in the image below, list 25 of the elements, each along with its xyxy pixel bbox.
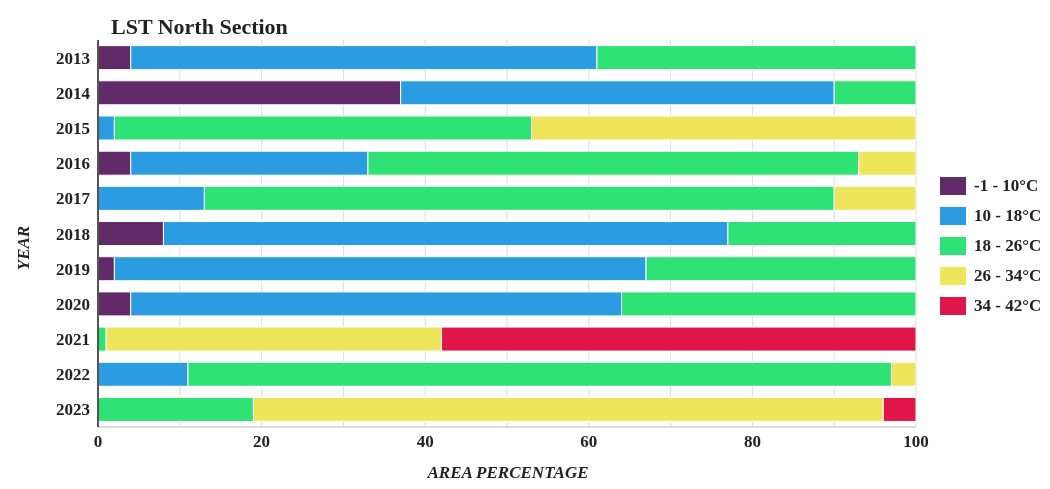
legend-label: 26 - 34°C [974,266,1042,286]
y-tick-label: 2015 [56,118,90,138]
y-tick-label: 2014 [56,83,91,103]
y-tick-label: 2017 [56,189,91,209]
legend-label: 18 - 26°C [974,236,1042,256]
x-tick-label: 20 [253,432,271,452]
x-tick-label: 40 [416,432,434,452]
x-tick-label: 60 [580,432,598,452]
x-tick-label: 0 [93,432,103,452]
legend-label: 10 - 18°C [974,206,1042,226]
legend-label: 34 - 42°C [974,296,1042,316]
x-tick-label: 80 [743,432,761,452]
y-axis-title: YEAR [14,225,34,271]
chart-title: LST North Section [111,14,288,40]
x-tick-label: 100 [903,432,929,452]
legend-label: -1 - 10°C [974,176,1039,196]
x-axis-title: AREA PERCENTAGE [427,463,589,483]
y-tick-label: 2016 [56,154,90,174]
y-tick-label: 2023 [56,400,90,420]
y-tick-label: 2022 [56,365,90,385]
y-tick-label: 2019 [56,259,90,279]
y-tick-label: 2013 [56,48,90,68]
y-tick-label: 2018 [56,224,90,244]
y-tick-label: 2020 [56,294,90,314]
y-tick-label: 2021 [56,330,90,350]
